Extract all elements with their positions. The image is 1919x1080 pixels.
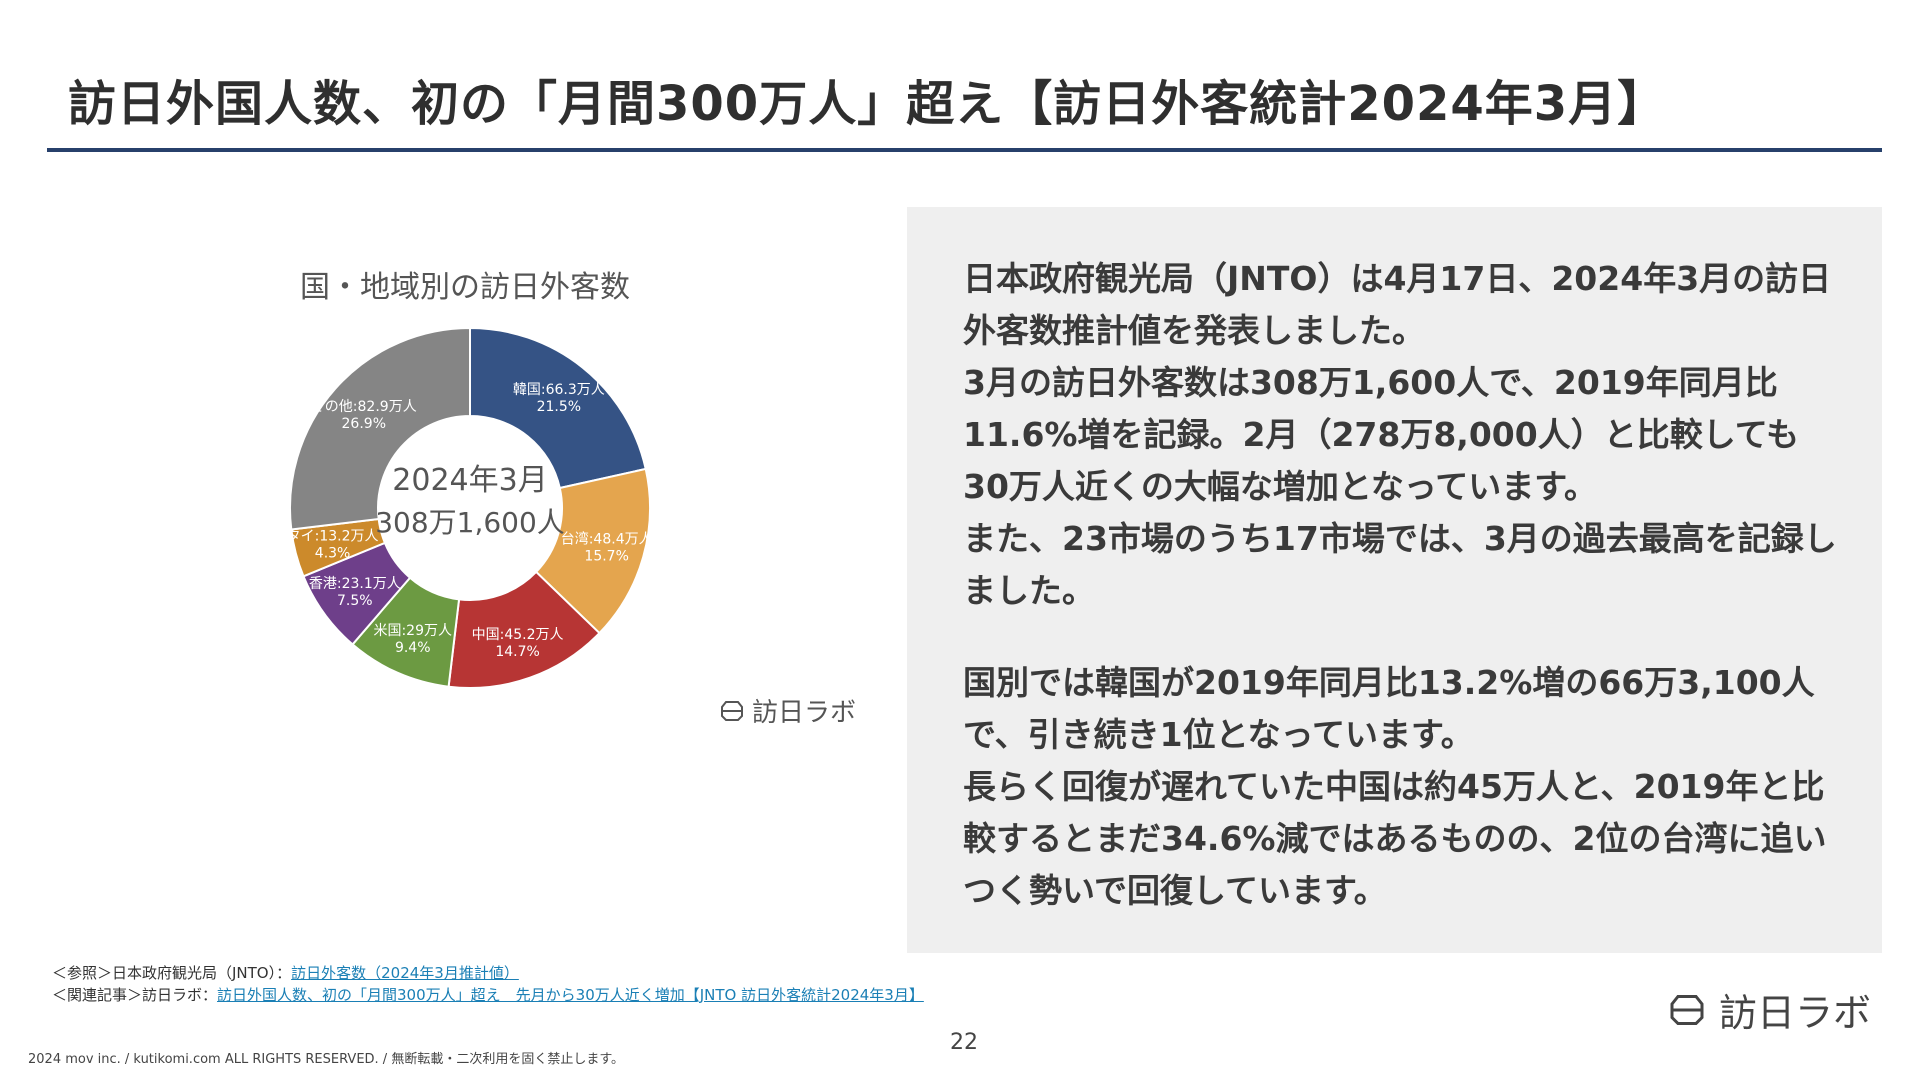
slice-value-label: 韓国:66.3万人 xyxy=(513,382,605,398)
reference-source: ＜参照＞日本政府観光局（JNTO）：訪日外客数（2024年3月推計値） xyxy=(52,962,924,984)
slice-percent-label: 21.5% xyxy=(537,399,581,415)
brand-logo-icon xyxy=(721,700,743,721)
reference-source-prefix: ＜参照＞日本政府観光局（JNTO）： xyxy=(52,964,292,982)
copyright: 2024 mov inc. / kutikomi.com ALL RIGHTS … xyxy=(28,1052,625,1067)
chart-title: 国・地域別の訪日外客数 xyxy=(300,270,630,305)
brand-logo-icon xyxy=(1670,994,1704,1025)
slice-percent-label: 4.3% xyxy=(315,546,351,562)
reference-source-link[interactable]: 訪日外客数（2024年3月推計値） xyxy=(291,964,519,982)
slice-percent-label: 14.7% xyxy=(495,644,539,660)
summary-paragraph-1: 日本政府観光局（JNTO）は4月17日、2024年3月の訪日外客数推計値を発表し… xyxy=(963,259,1837,610)
chart-brand-text: 訪日ラボ xyxy=(752,698,857,728)
slice-value-label: 中国:45.2万人 xyxy=(472,627,564,643)
footer-brand-text: 訪日ラボ xyxy=(1719,991,1872,1035)
center-total-label: 308万1,600人 xyxy=(375,506,565,539)
page-number: 22 xyxy=(950,1030,978,1055)
slice-percent-label: 9.4% xyxy=(395,640,431,656)
page-title: 訪日外国人数、初の「月間300万人」超え【訪日外客統計2024年3月】 xyxy=(68,76,1667,132)
footer-brand-logo: 訪日ラボ xyxy=(1665,982,1871,1037)
slice-value-label: 台湾:48.4万人 xyxy=(561,531,653,548)
slice-value-label: その他:82.9万人 xyxy=(311,399,417,415)
reference-related-link[interactable]: 訪日外国人数、初の「月間300万人」超え 先月から30万人近く増加【JNTO 訪… xyxy=(217,986,924,1004)
slice-0 xyxy=(469,326,647,490)
slice-6 xyxy=(289,326,471,531)
references: ＜参照＞日本政府観光局（JNTO）：訪日外客数（2024年3月推計値） ＜関連記… xyxy=(52,962,924,1006)
slice-percent-label: 7.5% xyxy=(337,593,373,609)
slice-value-label: 米国:29万人 xyxy=(373,623,452,639)
slice-value-label: タイ:13.2万人 xyxy=(287,529,379,545)
reference-related-prefix: ＜関連記事＞訪日ラボ： xyxy=(52,986,218,1004)
summary-paragraph-2: 国別では韓国が2019年同月比13.2%増の66万3,100人で、引き続き1位と… xyxy=(963,663,1827,910)
summary-panel: 日本政府観光局（JNTO）は4月17日、2024年3月の訪日外客数推計値を発表し… xyxy=(907,207,1882,953)
title-divider xyxy=(47,148,1882,152)
slice-percent-label: 26.9% xyxy=(342,416,386,432)
chart-slices xyxy=(289,326,651,689)
slice-value-label: 香港:23.1万人 xyxy=(309,576,401,592)
center-year-label: 2024年3月 xyxy=(392,463,547,498)
reference-related: ＜関連記事＞訪日ラボ：訪日外国人数、初の「月間300万人」超え 先月から30万人… xyxy=(52,984,924,1006)
chart-brand-logo: 訪日ラボ xyxy=(718,692,856,729)
slice-percent-label: 15.7% xyxy=(584,549,628,565)
